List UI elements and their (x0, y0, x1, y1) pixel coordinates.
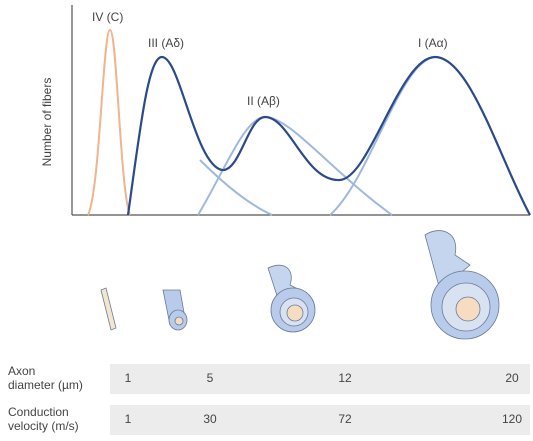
cell-value: 5 (207, 371, 214, 385)
row-label: diameter (µm) (8, 378, 83, 392)
cell-value: 120 (502, 412, 522, 426)
cell-value: 30 (203, 412, 217, 426)
row-label: Axon (8, 364, 35, 378)
cell-value: 1 (125, 371, 132, 385)
envelope-curve (126, 55, 531, 216)
cell-value: 20 (505, 371, 519, 385)
component-curves (197, 56, 436, 216)
cell-value: 12 (338, 371, 352, 385)
peak-label: II (Aβ) (247, 94, 280, 108)
table-band (110, 364, 530, 394)
table-band (110, 405, 530, 435)
axis-label: Number of fibers (40, 78, 54, 167)
peak-label: IV (C) (92, 10, 123, 24)
peak-label: I (Aα) (418, 36, 448, 50)
fiber-icons (100, 230, 500, 340)
cell-value: 1 (125, 412, 132, 426)
row-label: velocity (m/s) (8, 419, 79, 433)
c-fiber-curve (87, 28, 131, 216)
peak-label: III (Aδ) (148, 36, 184, 50)
cell-value: 72 (338, 412, 352, 426)
row-label: Conduction (8, 405, 69, 419)
